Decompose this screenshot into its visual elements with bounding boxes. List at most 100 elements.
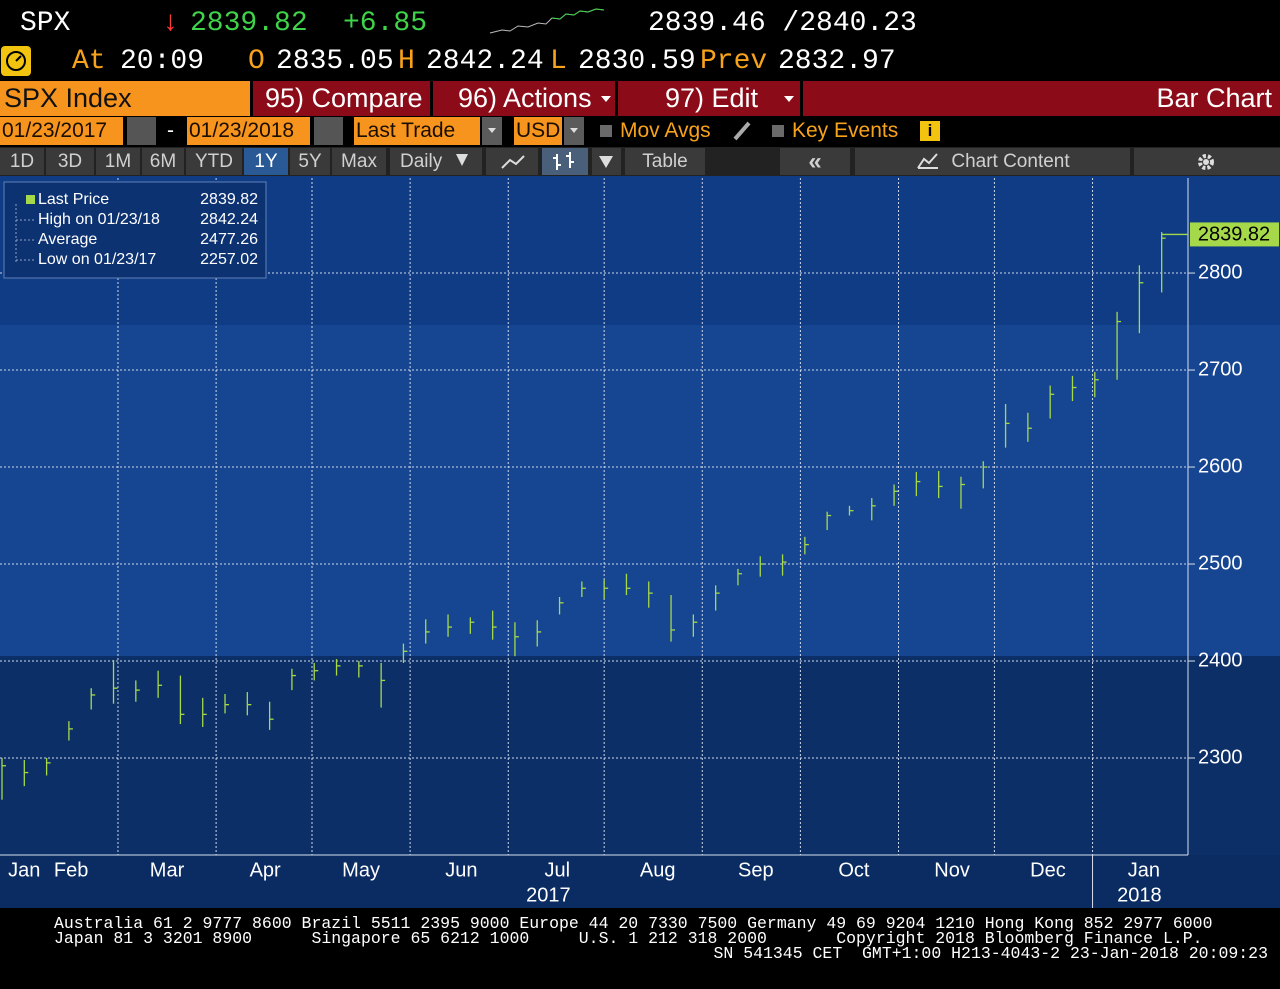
- last-price-label: 2839.82: [1198, 224, 1270, 246]
- line-icon: [501, 155, 525, 169]
- footer-line: Japan 81 3 3201 8900 Singapore 65 6212 1…: [54, 929, 1203, 948]
- plot-band: [0, 325, 1280, 656]
- net-change: +6.85: [343, 8, 428, 39]
- range-tab[interactable]: 6M: [142, 148, 184, 175]
- prev: 2832.97: [778, 46, 896, 77]
- range-tab[interactable]: 1D: [0, 148, 44, 175]
- gear: [1198, 154, 1214, 170]
- start-date[interactable]: 01/23/2017: [0, 117, 123, 145]
- checkbox[interactable]: [772, 125, 784, 137]
- x-tick-label: Jan: [1128, 859, 1160, 881]
- icon-needle: [15, 55, 22, 62]
- x-tick-label: May: [342, 859, 380, 881]
- range-tab[interactable]: 1M: [96, 148, 140, 175]
- dropdown-arrow: [784, 96, 794, 102]
- bid-ask: 2839.46 /2840.23: [648, 8, 917, 39]
- info-button[interactable]: i: [920, 121, 940, 141]
- alert-icon[interactable]: [1, 46, 31, 76]
- low-label: L: [550, 46, 567, 77]
- gear-icon: [1198, 154, 1214, 170]
- edit-menu[interactable]: 97) Edit: [618, 81, 800, 116]
- open-label: O: [248, 46, 265, 77]
- range-tab[interactable]: YTD: [186, 148, 242, 175]
- table-button[interactable]: Table: [625, 148, 705, 175]
- mov-avgs-label[interactable]: Mov Avgs: [620, 119, 711, 142]
- legend-box: [3, 181, 267, 279]
- range-tab[interactable]: 3D: [46, 148, 94, 175]
- bar-icon: [553, 152, 574, 170]
- legend-value: 2842.24: [200, 211, 258, 228]
- chart-content-icon: [917, 153, 938, 169]
- open: 2835.05: [276, 46, 394, 77]
- legend-value: 2477.26: [200, 231, 258, 248]
- bar-button[interactable]: [542, 148, 588, 175]
- x-axis-band: [0, 855, 1280, 908]
- x-tick-label: Jun: [445, 859, 477, 881]
- low: 2830.59: [578, 46, 696, 77]
- compare-menu[interactable]: 95) Compare: [253, 81, 430, 116]
- collapse-button[interactable]: «: [780, 148, 850, 175]
- icon-dial: [6, 51, 26, 71]
- gear-hub: [1203, 159, 1209, 165]
- frequency-select[interactable]: Daily: [390, 148, 482, 175]
- range-tab[interactable]: 1Y: [244, 148, 288, 175]
- dropdown[interactable]: [482, 117, 502, 145]
- x-tick-label: Feb: [54, 859, 88, 881]
- down-arrow: ↓: [162, 8, 179, 39]
- chart: 2300 2400 2500 2600 2700 2800 Jan Feb Mar Apr May J…: [0, 176, 1280, 908]
- sparkline: [489, 8, 605, 34]
- actions-menu[interactable]: 96) Actions: [433, 81, 615, 116]
- year-label: 2018: [1117, 884, 1162, 906]
- last-price: 2839.82: [190, 8, 308, 39]
- ticker: SPX: [20, 8, 71, 39]
- dropdown-arrow: [456, 154, 468, 166]
- range-tab[interactable]: Max: [332, 148, 386, 175]
- dropdown-arrow: [601, 96, 611, 102]
- legend-label: High on 01/23/18: [38, 211, 160, 228]
- x-tick-label: Nov: [934, 859, 970, 881]
- range-tab[interactable]: 5Y: [290, 148, 330, 175]
- legend-tree: [15, 204, 34, 262]
- time-label: At: [72, 46, 106, 77]
- y-tick-label: 2400: [1198, 649, 1243, 671]
- chart-content-button[interactable]: Chart Content: [855, 148, 1130, 175]
- x-tick-label: Mar: [150, 859, 185, 881]
- footer-line: SN 541345 CET GMT+1:00 H213-4043-2 23-Ja…: [713, 944, 1269, 963]
- pencil: [733, 121, 751, 141]
- view-title: Bar Chart: [803, 81, 1280, 116]
- y-tick-label: 2700: [1198, 358, 1243, 380]
- security-field[interactable]: SPX Index: [0, 81, 250, 116]
- x-tick-label: Jul: [545, 859, 571, 881]
- end-date[interactable]: 01/23/2018: [187, 117, 310, 145]
- time: 20:09: [120, 46, 205, 77]
- plot-band: [0, 656, 1280, 855]
- y-tick-label: 2800: [1198, 261, 1243, 283]
- high-label: H: [398, 46, 415, 77]
- date-separator: -: [167, 119, 174, 142]
- dropdown[interactable]: [564, 117, 584, 145]
- currency[interactable]: USD: [514, 117, 562, 145]
- y-tick-label: 2300: [1198, 746, 1243, 768]
- y-tick-label: 2600: [1198, 455, 1243, 477]
- legend-label: Last Price: [38, 191, 109, 208]
- icon-path: [917, 153, 938, 169]
- x-tick-label: Sep: [738, 859, 774, 881]
- y-tick-label: 2500: [1198, 552, 1243, 574]
- year-label: 2017: [526, 884, 571, 906]
- pencil-icon[interactable]: [732, 120, 752, 142]
- x-tick-label: Jan: [8, 859, 40, 881]
- sparkline-path: [489, 8, 605, 34]
- x-tick-label: Apr: [250, 859, 281, 881]
- legend-value: 2257.02: [200, 251, 258, 268]
- calendar-button[interactable]: [314, 117, 343, 145]
- x-tick-label: Aug: [640, 859, 676, 881]
- key-events-label[interactable]: Key Events: [792, 119, 899, 142]
- legend-label: Low on 01/23/17: [38, 251, 156, 268]
- x-tick-label: Dec: [1030, 859, 1066, 881]
- price-field[interactable]: Last Trade: [354, 117, 480, 145]
- legend-swatch: [26, 195, 35, 204]
- checkbox[interactable]: [600, 125, 612, 137]
- calendar-button[interactable]: [127, 117, 156, 145]
- last-price-box: [1190, 222, 1279, 247]
